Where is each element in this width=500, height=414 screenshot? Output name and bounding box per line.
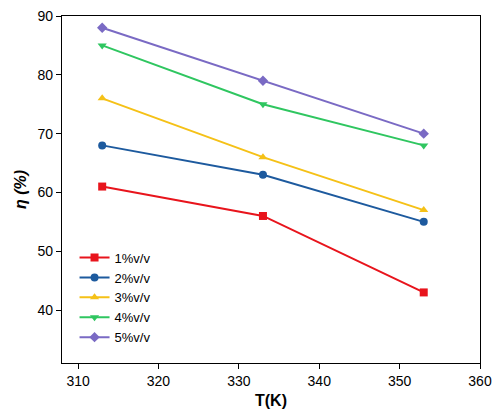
- svg-text:η (%): η (%): [12, 170, 29, 209]
- svg-text:2%v/v: 2%v/v: [115, 271, 151, 286]
- svg-text:50: 50: [38, 243, 54, 259]
- svg-text:T(K): T(K): [255, 392, 287, 409]
- svg-text:60: 60: [38, 184, 54, 200]
- svg-text:330: 330: [227, 373, 251, 389]
- svg-text:1%v/v: 1%v/v: [115, 251, 151, 266]
- svg-text:3%v/v: 3%v/v: [115, 290, 151, 305]
- svg-text:40: 40: [38, 302, 54, 318]
- svg-text:350: 350: [388, 373, 412, 389]
- svg-text:80: 80: [38, 67, 54, 83]
- svg-text:70: 70: [38, 126, 54, 142]
- svg-text:310: 310: [66, 373, 90, 389]
- svg-text:360: 360: [468, 373, 492, 389]
- svg-text:90: 90: [38, 8, 54, 24]
- svg-text:4%v/v: 4%v/v: [115, 310, 151, 325]
- svg-text:320: 320: [147, 373, 171, 389]
- svg-text:5%v/v: 5%v/v: [115, 330, 151, 345]
- svg-text:340: 340: [308, 373, 332, 389]
